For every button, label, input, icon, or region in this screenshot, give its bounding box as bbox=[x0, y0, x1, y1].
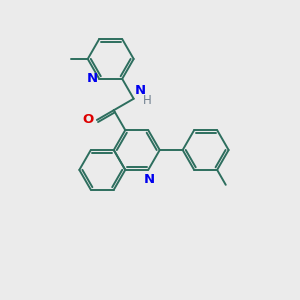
Text: N: N bbox=[144, 173, 155, 186]
Text: N: N bbox=[134, 84, 146, 97]
Text: H: H bbox=[142, 94, 151, 107]
Text: N: N bbox=[87, 72, 98, 85]
Text: O: O bbox=[82, 113, 93, 126]
